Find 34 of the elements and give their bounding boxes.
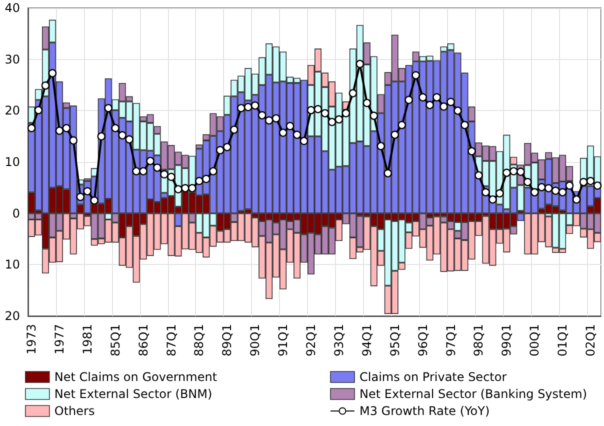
x-tick-label: 00Q1: [528, 324, 542, 356]
legend-label: M3 Growth Rate (YoY): [360, 404, 490, 418]
x-tick-label: 92Q1: [304, 324, 318, 356]
x-tick-label: 86Q1: [136, 324, 150, 356]
x-tick-label: 95Q1: [388, 324, 402, 356]
x-tick-label: 97Q1: [444, 324, 458, 356]
y-tick-label: 10: [4, 258, 20, 272]
y-tick-label: 0: [12, 206, 20, 220]
x-tick-label: 1973: [24, 324, 38, 355]
x-tick-label: 91Q1: [276, 324, 290, 356]
x-tick-label: 1977: [52, 324, 66, 355]
legend-label: Others: [54, 404, 95, 418]
legend-label: Net External Sector (BNM): [54, 387, 212, 401]
x-tick-label: 99Q1: [500, 324, 514, 356]
y-tick-label: 20: [4, 309, 20, 323]
x-tick-label: 1981: [80, 324, 94, 355]
legend-label: Claims on Private Sector: [360, 370, 507, 384]
x-tick-label: 02Q1: [584, 324, 598, 356]
y-tick-label: 20: [4, 104, 20, 118]
x-tick-label: 93Q1: [332, 324, 346, 356]
legend-label: Net External Sector (Banking System): [360, 387, 587, 401]
x-tick-label: 01Q1: [556, 324, 570, 356]
x-tick-label: 98Q1: [472, 324, 486, 356]
x-tick-label: 85Q1: [108, 324, 122, 356]
y-tick-label: 40: [4, 1, 20, 15]
legend-label: Net Claims on Government: [54, 370, 218, 384]
x-tick-label: 88Q1: [192, 324, 206, 356]
x-tick-label: 89Q1: [220, 324, 234, 356]
y-tick-label: 10: [4, 155, 20, 169]
x-tick-label: 87Q1: [164, 324, 178, 356]
x-tick-label: 94Q1: [360, 324, 374, 356]
x-tick-label: 90Q1: [248, 324, 262, 356]
x-tick-label: 96Q1: [416, 324, 430, 356]
y-tick-label: 30: [4, 52, 20, 66]
